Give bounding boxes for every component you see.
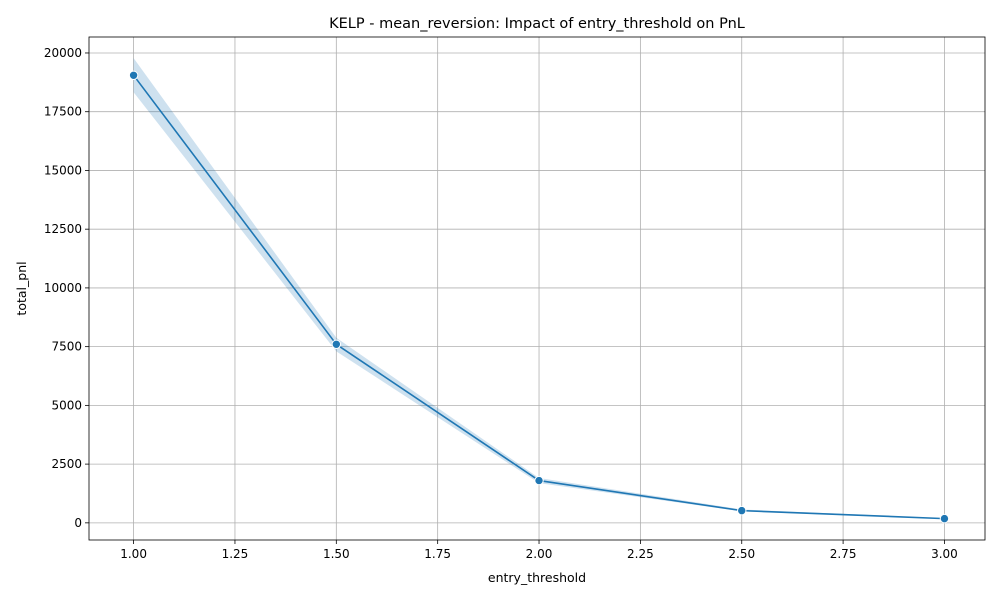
data-point <box>939 513 950 524</box>
y-tick-label: 20000 <box>44 46 82 60</box>
series-markers <box>128 70 950 524</box>
x-tick-label: 2.25 <box>627 547 654 561</box>
y-axis-label: total_pnl <box>14 261 29 315</box>
grid-lines <box>89 37 985 540</box>
x-axis-label: entry_threshold <box>488 570 586 585</box>
y-tick-label: 17500 <box>44 105 82 119</box>
chart-title: KELP - mean_reversion: Impact of entry_t… <box>329 16 745 32</box>
y-tick-label: 0 <box>74 516 82 530</box>
y-tick-label: 7500 <box>51 340 82 354</box>
y-tick-label: 2500 <box>51 457 82 471</box>
confidence-band-area <box>133 58 945 519</box>
y-tick-label: 15000 <box>44 163 82 177</box>
x-tick-label: 2.00 <box>526 547 553 561</box>
x-axis-ticks: 1.00 1.25 1.50 1.75 2.00 2.25 2.50 2.75 3.00 <box>120 540 958 561</box>
y-tick-label: 10000 <box>44 281 82 295</box>
x-tick-label: 1.25 <box>222 547 249 561</box>
x-tick-label: 1.00 <box>120 547 147 561</box>
data-point <box>534 475 544 486</box>
x-tick-label: 3.00 <box>931 547 958 561</box>
y-axis-ticks: 0 2500 5000 7500 10000 12500 15000 17500 20000 <box>44 46 89 530</box>
x-tick-label: 1.75 <box>424 547 451 561</box>
data-point <box>331 339 342 349</box>
data-point <box>128 70 139 80</box>
data-point <box>737 505 747 516</box>
confidence-band <box>133 58 945 519</box>
y-tick-label: 12500 <box>44 222 82 236</box>
x-tick-label: 2.50 <box>728 547 755 561</box>
x-tick-label: 2.75 <box>830 547 857 561</box>
x-tick-label: 1.50 <box>323 547 350 561</box>
axes-frame <box>88 36 986 541</box>
y-tick-label: 5000 <box>51 398 82 412</box>
